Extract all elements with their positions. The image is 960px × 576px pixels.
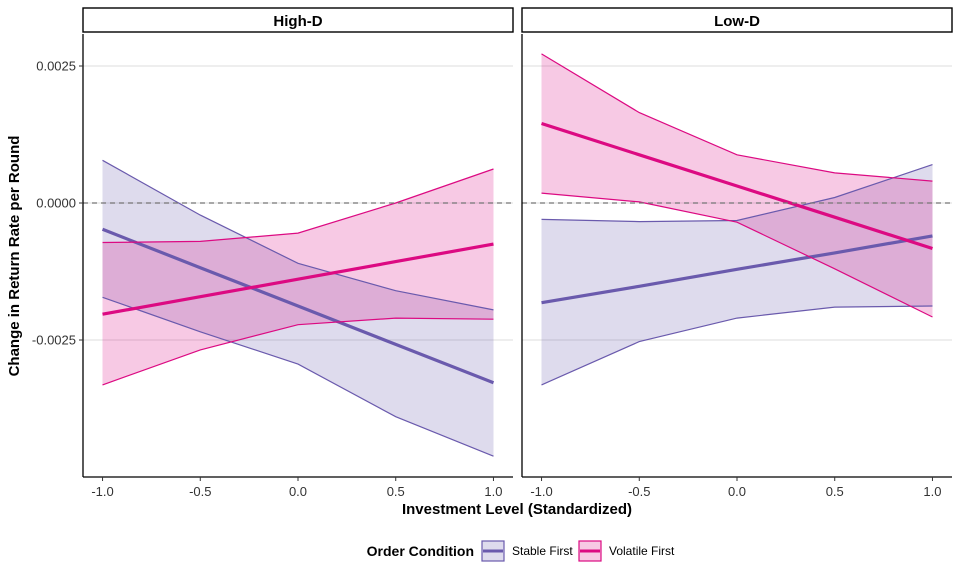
y-axis-title: Change in Return Rate per Round — [6, 136, 23, 377]
y-tick-label: 0.0025 — [36, 59, 76, 74]
panel-low-d: Low-D -1.0 -0.5 0.0 0.5 1.0 — [521, 7, 953, 499]
x-tick-label: -1.0 — [91, 484, 113, 499]
facet-strip-label: Low-D — [714, 13, 760, 30]
x-tick-label: 1.0 — [484, 484, 502, 499]
x-tick-label: 0.5 — [387, 484, 405, 499]
fit-line-stable-first — [541, 234, 933, 305]
panels-layer: High-D -1.0 -0.5 0.0 0.5 1.0 Low-D -1.0 -0.5 0.0 0… — [82, 7, 953, 499]
fit-line-volatile-first — [102, 242, 494, 316]
fit-line-volatile-first — [541, 121, 933, 251]
ci-lower-stable-first — [541, 305, 933, 386]
ci-upper-volatile-first — [541, 53, 933, 182]
facet-strip — [521, 7, 953, 33]
x-tick-label: 0.0 — [289, 484, 307, 499]
legend-label-volatile-first: Volatile First — [609, 544, 675, 558]
legend-label-stable-first: Stable First — [512, 544, 573, 558]
x-tick-label: 0.0 — [728, 484, 746, 499]
legend-item-volatile-first: Volatile First — [578, 540, 675, 562]
legend: Order Condition Stable First Volatile Fir… — [367, 540, 675, 562]
ci-lower-volatile-first — [541, 192, 933, 318]
x-tick-label: -0.5 — [628, 484, 650, 499]
x-tick-label: -1.0 — [530, 484, 552, 499]
y-tick-label: 0.0000 — [36, 196, 76, 211]
ci-upper-stable-first — [102, 159, 494, 311]
ci-ribbon-stable-first — [102, 160, 494, 457]
y-axis: 0.0025 0.0000 -0.0025 — [32, 59, 83, 348]
y-tick-label: -0.0025 — [32, 333, 76, 348]
facet-strip-label: High-D — [273, 13, 322, 30]
x-tick-label: 0.5 — [826, 484, 844, 499]
ci-upper-volatile-first — [102, 168, 494, 244]
x-tick-label: -0.5 — [189, 484, 211, 499]
ci-ribbon-stable-first — [541, 164, 933, 385]
ci-lower-volatile-first — [102, 317, 494, 386]
legend-items: Stable First Volatile First — [481, 540, 675, 562]
panel-high-d: High-D -1.0 -0.5 0.0 0.5 1.0 — [82, 7, 514, 499]
legend-item-stable-first: Stable First — [481, 540, 573, 562]
fit-line-stable-first — [101, 227, 495, 385]
x-axis-title: Investment Level (Standardized) — [402, 501, 632, 518]
ci-upper-stable-first — [541, 164, 933, 223]
ci-ribbon-volatile-first — [102, 169, 494, 385]
facet-strip — [82, 7, 514, 33]
ci-lower-stable-first — [102, 296, 494, 457]
x-tick-label: 1.0 — [923, 484, 941, 499]
legend-title: Order Condition — [367, 543, 474, 559]
